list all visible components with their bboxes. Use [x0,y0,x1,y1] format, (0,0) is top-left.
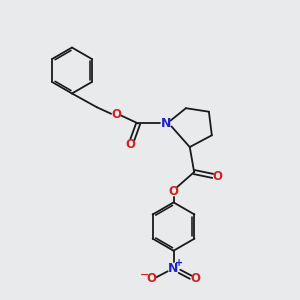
Text: O: O [213,170,223,183]
Text: N: N [168,262,179,275]
Text: O: O [125,138,135,151]
Text: O: O [190,272,201,286]
Text: O: O [146,272,157,286]
Text: +: + [176,258,184,268]
Text: O: O [111,108,121,121]
Text: N: N [161,117,171,130]
Text: −: − [140,269,149,280]
Text: O: O [169,185,178,198]
